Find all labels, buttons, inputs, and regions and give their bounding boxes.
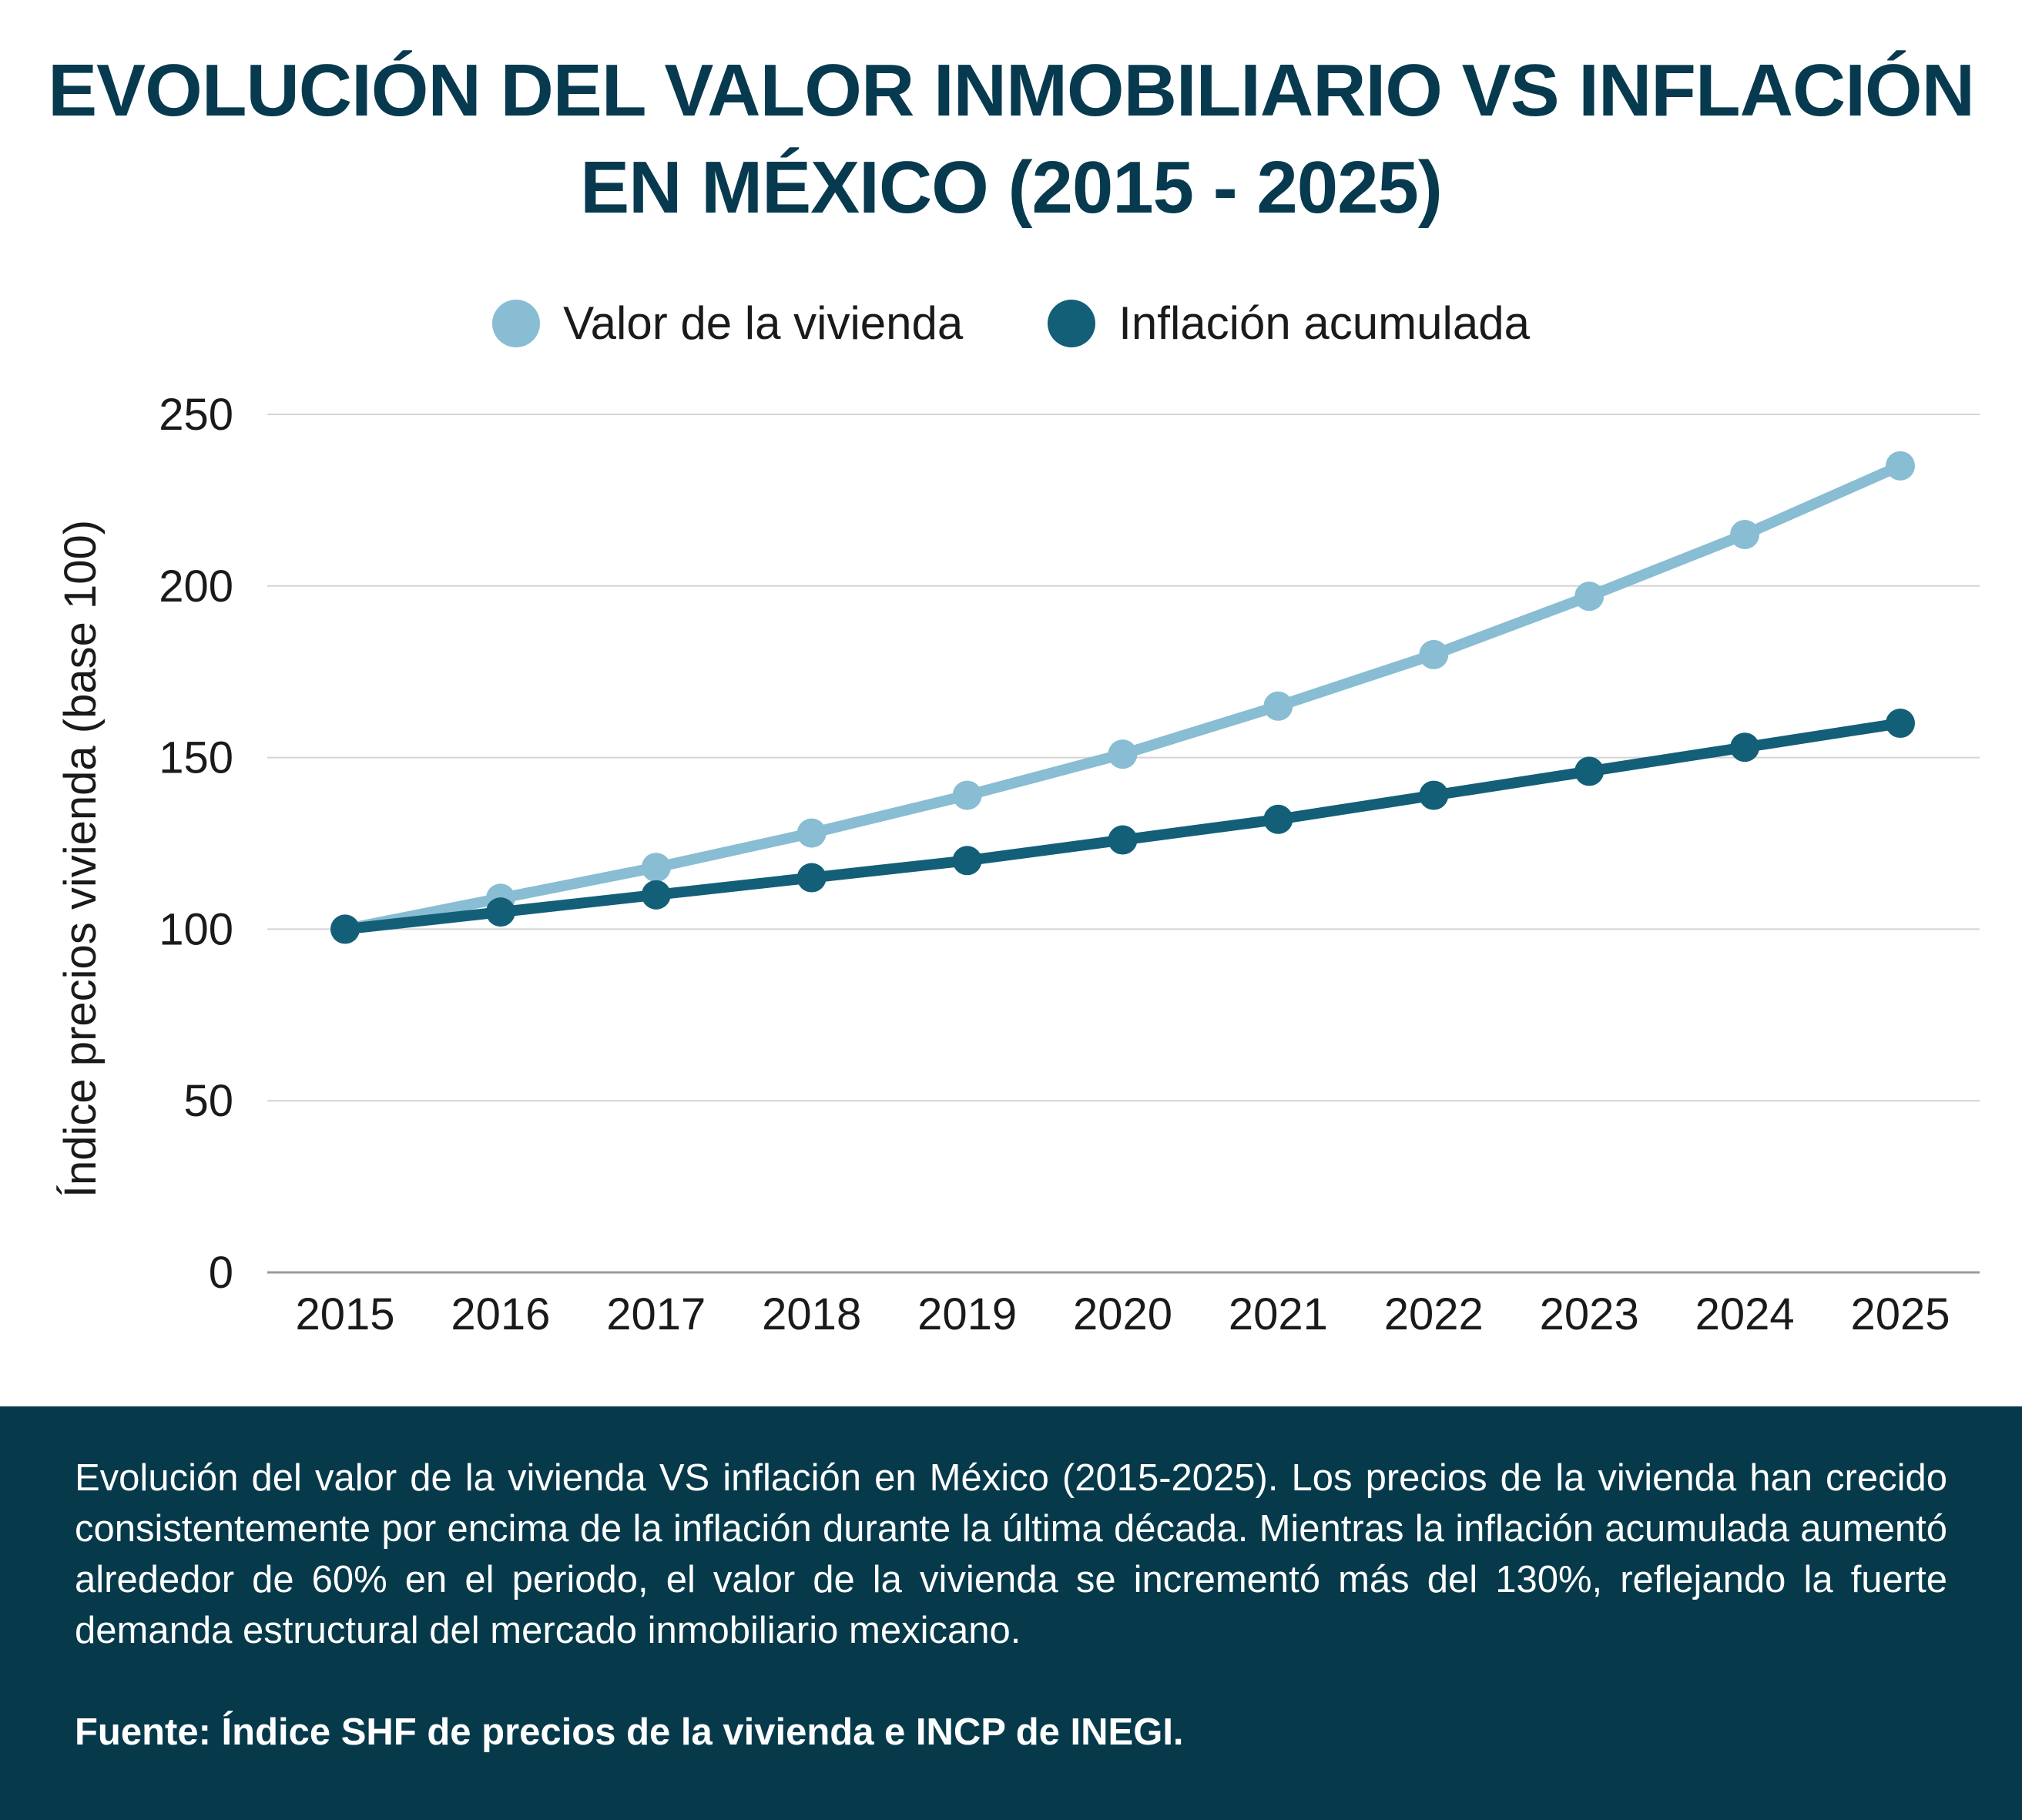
data-point <box>641 853 671 883</box>
data-point <box>952 780 982 810</box>
footer-panel: Evolución del valor de la vivienda VS in… <box>0 1406 2022 1820</box>
x-tick-label: 2025 <box>1850 1289 1950 1339</box>
data-point <box>952 846 982 876</box>
series-line <box>340 460 1906 935</box>
y-axis-ticks: 0 50 100 150 200 250 <box>159 390 233 1298</box>
data-point <box>485 897 515 927</box>
data-point <box>1886 709 1915 739</box>
data-point <box>1108 739 1138 769</box>
x-tick-label: 2023 <box>1540 1289 1639 1339</box>
x-tick-label: 2016 <box>451 1289 550 1339</box>
data-point <box>330 914 360 944</box>
y-tick-label: 200 <box>159 561 233 612</box>
x-tick-label: 2017 <box>606 1289 706 1339</box>
footer-source: Fuente: Índice SHF de precios de la vivi… <box>75 1711 1184 1753</box>
footer-description: Evolución del valor de la vivienda VS in… <box>75 1457 1947 1651</box>
x-tick-label: 2021 <box>1229 1289 1328 1339</box>
x-tick-label: 2015 <box>295 1289 394 1339</box>
data-point <box>641 880 671 910</box>
legend-item-inflacion: Inflación acumulada <box>1048 297 1530 350</box>
x-tick-label: 2022 <box>1384 1289 1484 1339</box>
x-axis-ticks: 2015 2016 2017 2018 2019 2020 2021 2022 2023 2024… <box>295 1289 1950 1339</box>
series-inflacion <box>330 709 1915 944</box>
data-point <box>796 818 827 848</box>
legend-swatch-inflacion <box>1048 299 1096 347</box>
legend-swatch-vivienda <box>492 299 541 347</box>
y-axis-label: Índice precios vivienda (base 100) <box>55 520 106 1198</box>
data-point <box>1419 780 1449 810</box>
data-point <box>1263 691 1293 721</box>
data-point <box>1730 732 1760 763</box>
x-tick-label: 2018 <box>762 1289 861 1339</box>
data-point <box>1730 519 1760 549</box>
chart-series <box>330 451 1915 944</box>
data-point <box>1419 639 1449 669</box>
y-tick-label: 100 <box>159 904 233 954</box>
chart-legend: Valor de la vivienda Inflación acumulada <box>0 297 2022 350</box>
data-point <box>1574 756 1605 786</box>
y-tick-label: 50 <box>183 1076 233 1126</box>
y-tick-label: 0 <box>209 1248 233 1298</box>
line-chart: 0 50 100 150 200 250 2015 2016 2017 2018 2019 2020… <box>55 390 1980 1339</box>
legend-label-inflacion: Inflación acumulada <box>1118 297 1530 349</box>
y-tick-label: 150 <box>159 733 233 783</box>
x-tick-label: 2024 <box>1695 1289 1795 1339</box>
legend-label-vivienda: Valor de la vivienda <box>563 297 964 349</box>
x-tick-label: 2020 <box>1073 1289 1172 1339</box>
chart-title-line-2: EN MÉXICO (2015 - 2025) <box>580 146 1443 229</box>
data-point <box>1574 582 1605 612</box>
y-tick-label: 250 <box>159 390 233 440</box>
data-point <box>1108 825 1138 855</box>
data-point <box>1886 451 1915 481</box>
series-vivienda <box>330 451 1915 944</box>
x-tick-label: 2019 <box>917 1289 1017 1339</box>
chart-title-line-1: EVOLUCIÓN DEL VALOR INMOBILIARIO VS INFL… <box>48 49 1975 132</box>
chart-title: EVOLUCIÓN DEL VALOR INMOBILIARIO VS INFL… <box>0 42 2022 236</box>
data-point <box>1263 804 1293 834</box>
data-point <box>796 863 827 893</box>
legend-item-vivienda: Valor de la vivienda <box>492 297 963 350</box>
